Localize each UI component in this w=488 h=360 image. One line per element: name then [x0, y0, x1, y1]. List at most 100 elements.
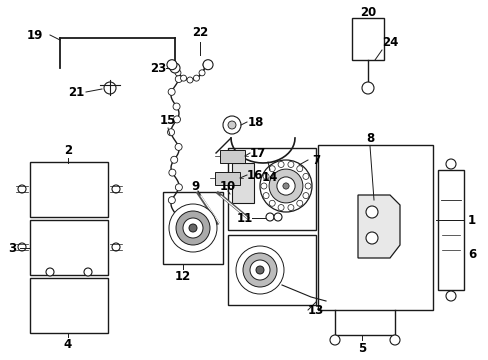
Circle shape [186, 77, 193, 83]
Bar [317, 145, 432, 310]
Bar [30, 278, 108, 333]
Circle shape [18, 243, 26, 251]
Circle shape [282, 183, 288, 189]
Text: 14: 14 [261, 171, 278, 184]
Circle shape [173, 103, 180, 110]
Circle shape [18, 185, 26, 193]
Circle shape [203, 60, 213, 70]
Circle shape [169, 204, 217, 252]
Circle shape [365, 232, 377, 244]
Text: 21: 21 [68, 86, 84, 99]
Circle shape [170, 63, 180, 73]
Circle shape [296, 200, 302, 206]
Circle shape [278, 161, 284, 167]
Text: 12: 12 [175, 270, 191, 283]
Bar [231, 163, 253, 203]
Circle shape [445, 291, 455, 301]
Circle shape [287, 161, 293, 167]
Circle shape [249, 260, 269, 280]
Text: 10: 10 [220, 180, 236, 193]
Bar [227, 235, 315, 305]
Circle shape [227, 121, 236, 129]
Circle shape [305, 183, 310, 189]
Text: 15: 15 [160, 113, 176, 126]
Text: 5: 5 [357, 342, 366, 355]
Bar [30, 220, 108, 275]
Circle shape [168, 197, 175, 204]
Circle shape [176, 211, 209, 245]
Circle shape [268, 169, 302, 203]
Circle shape [445, 159, 455, 169]
Circle shape [175, 70, 181, 76]
Circle shape [256, 266, 264, 274]
Circle shape [171, 62, 177, 68]
Text: 19: 19 [27, 28, 43, 41]
Polygon shape [215, 172, 240, 185]
Circle shape [269, 200, 275, 206]
Text: 7: 7 [311, 153, 320, 166]
Circle shape [278, 204, 284, 211]
Text: 1: 1 [467, 213, 475, 226]
Circle shape [175, 143, 182, 150]
Bar [30, 162, 108, 217]
Circle shape [84, 268, 92, 276]
Circle shape [365, 206, 377, 218]
Text: 6: 6 [467, 248, 475, 261]
Circle shape [329, 335, 339, 345]
Circle shape [166, 60, 177, 70]
Circle shape [261, 183, 266, 189]
Circle shape [263, 174, 268, 179]
Text: 16: 16 [246, 168, 263, 181]
Circle shape [180, 75, 186, 81]
Circle shape [361, 82, 373, 94]
Circle shape [269, 166, 275, 172]
Circle shape [167, 129, 174, 136]
Circle shape [302, 174, 308, 179]
Text: 13: 13 [307, 303, 324, 316]
Circle shape [175, 184, 182, 191]
Circle shape [265, 213, 273, 221]
Circle shape [189, 224, 197, 232]
Text: 2: 2 [64, 144, 72, 157]
Circle shape [112, 243, 120, 251]
Text: 9: 9 [190, 180, 199, 193]
Circle shape [223, 116, 241, 134]
Circle shape [168, 169, 176, 176]
Circle shape [260, 160, 311, 212]
Bar [227, 148, 315, 230]
Circle shape [46, 268, 54, 276]
Text: 22: 22 [191, 26, 208, 39]
Circle shape [173, 116, 180, 123]
Circle shape [112, 185, 120, 193]
Circle shape [193, 75, 199, 81]
Text: 11: 11 [236, 212, 253, 225]
Circle shape [296, 166, 302, 172]
Text: 20: 20 [359, 5, 375, 18]
Circle shape [175, 76, 182, 82]
Circle shape [203, 62, 208, 68]
Circle shape [199, 70, 204, 76]
Bar [437, 170, 463, 290]
Text: 23: 23 [149, 62, 166, 75]
Circle shape [104, 82, 116, 94]
Text: 3: 3 [8, 242, 16, 255]
Circle shape [276, 177, 294, 195]
Circle shape [302, 193, 308, 199]
Circle shape [263, 193, 268, 199]
Bar [351, 18, 383, 60]
Circle shape [168, 88, 175, 95]
Circle shape [183, 218, 203, 238]
Circle shape [243, 253, 276, 287]
Text: 17: 17 [249, 147, 265, 159]
Bar [163, 192, 223, 264]
Circle shape [389, 335, 399, 345]
Text: 24: 24 [381, 36, 397, 49]
Circle shape [287, 204, 293, 211]
Polygon shape [357, 195, 399, 258]
Text: 18: 18 [247, 116, 264, 129]
Circle shape [273, 213, 282, 221]
Text: 4: 4 [64, 338, 72, 351]
Circle shape [236, 246, 284, 294]
Circle shape [170, 156, 177, 163]
Polygon shape [220, 150, 244, 163]
